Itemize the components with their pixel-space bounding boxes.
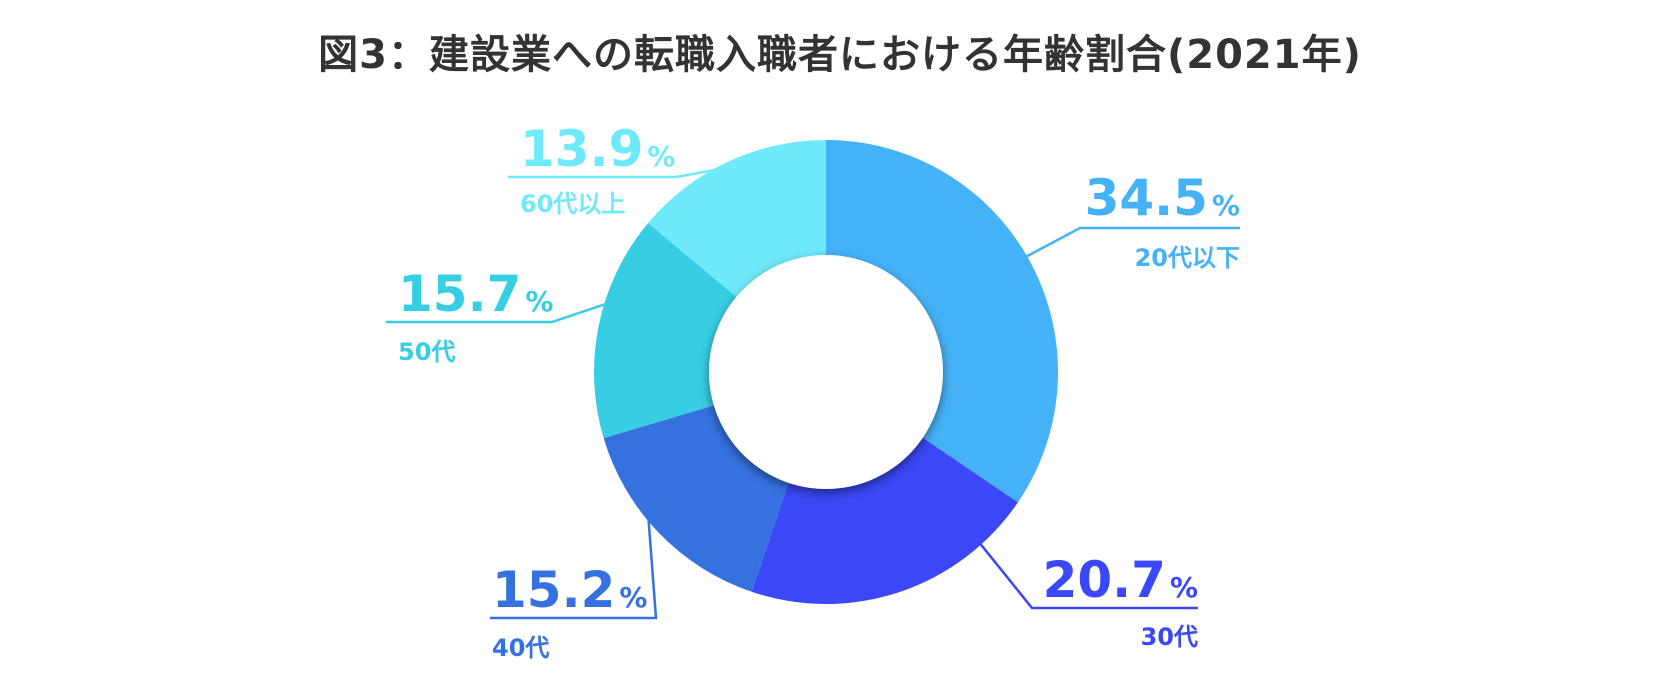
category-label-1: 20代以下 [1135,244,1240,272]
slice-labels: 34.5 % 20代以下 20.7 % 30代 15.2 % 40代 15.7 % 50代 13.9 % 6… [398,120,1240,662]
value-label-3: 15.2% [492,561,647,619]
leader-line-2 [976,539,1198,610]
value-label-1: 34.5% [1085,169,1240,227]
value-number: 15.2 [492,561,615,619]
leader-line-5 [508,165,731,179]
value-unit: % [647,140,675,173]
value-number: 20.7 [1043,551,1166,609]
leader-line-3 [490,511,658,620]
category-label-5: 60代以上 [520,190,625,218]
value-number: 34.5 [1085,169,1208,227]
donut-hole [709,255,943,489]
value-label-5: 13.9% [520,120,675,178]
category-label-4: 50代 [398,338,455,366]
value-number: 15.7 [398,265,521,323]
value-unit: % [525,285,553,318]
value-unit: % [1170,571,1198,604]
chart-title: 図3：建設業への転職入職者における年齢割合(2021年) [318,32,1362,78]
value-number: 13.9 [520,120,643,178]
value-label-4: 15.7% [398,265,553,323]
value-unit: % [619,581,647,614]
leader-lines [386,165,1240,620]
slice-1 [826,140,1058,503]
leader-line-4 [386,300,612,324]
value-unit: % [1212,189,1240,222]
category-label-3: 40代 [492,634,549,662]
value-label-2: 20.7% [1043,551,1198,609]
leader-line-1 [1021,226,1240,261]
category-label-2: 30代 [1141,623,1198,651]
